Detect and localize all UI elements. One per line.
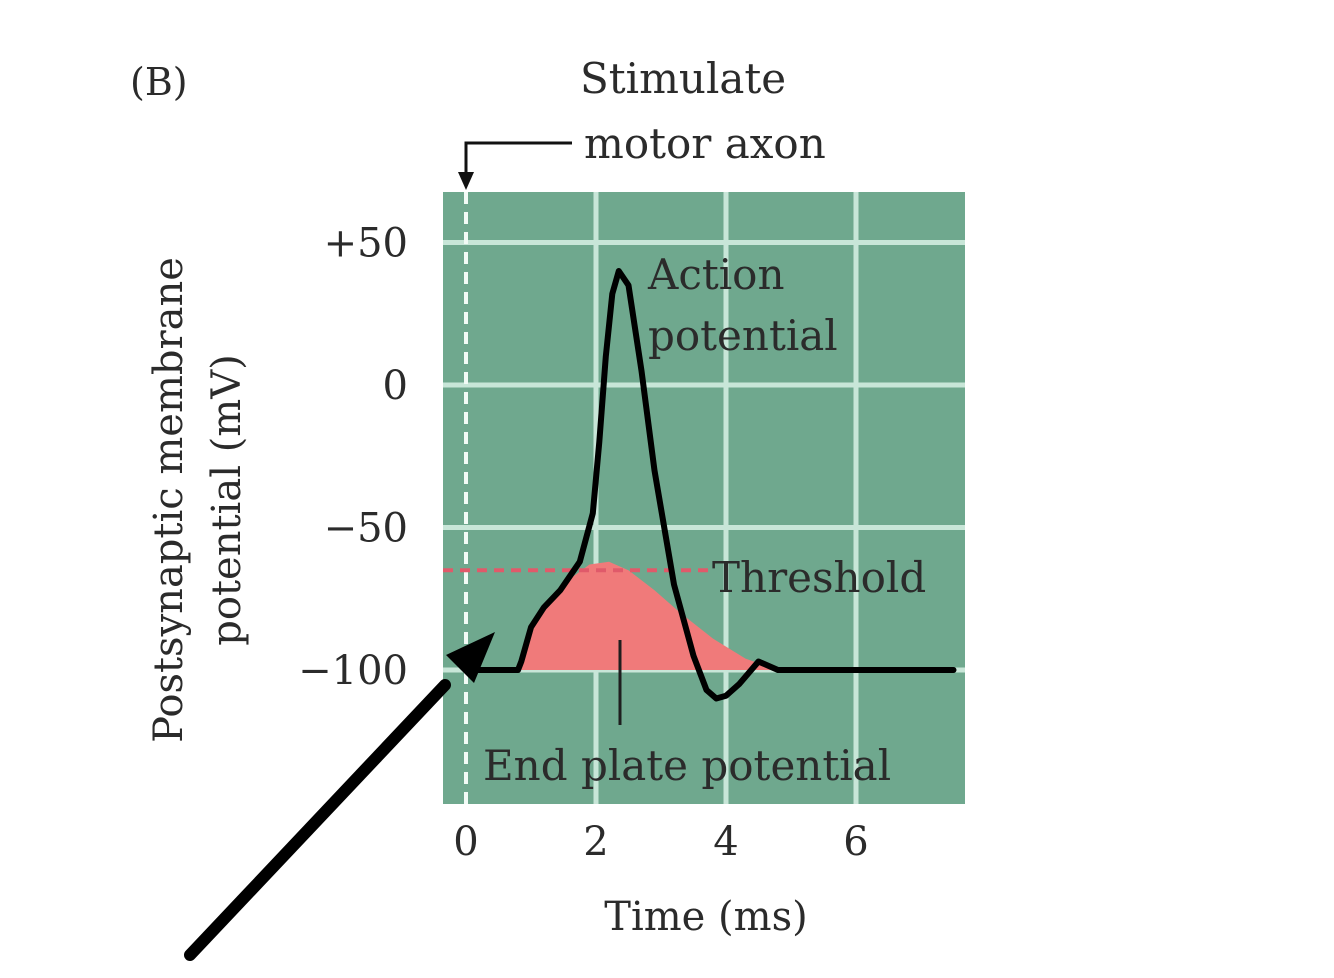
stimulus-label-line2: motor axon: [584, 119, 826, 168]
x-tick-label: 2: [583, 819, 608, 865]
y-axis-title-line2: potential (mV): [204, 354, 250, 645]
end-plate-potential-label: End plate potential: [483, 741, 891, 790]
pointer-arrow-shaft: [184, 679, 451, 961]
x-axis-title: Time (ms): [604, 894, 807, 940]
end-plate-potential-fill: [521, 561, 778, 670]
stimulus-arrowhead-icon: [458, 172, 474, 190]
stimulus-annotation: Stimulate motor axon: [458, 54, 826, 190]
threshold-label: Threshold: [712, 553, 926, 602]
action-potential-trace: [463, 268, 957, 702]
y-tick-label: 0: [383, 363, 408, 409]
tick-labels: +50 0 −50 −100 0 2 4 6: [298, 221, 869, 866]
action-potential-line: [463, 268, 957, 702]
stimulus-label-line1: Stimulate: [580, 54, 786, 103]
x-tick-label: 6: [843, 819, 868, 865]
pointer-arrowhead-icon: [446, 632, 495, 683]
y-axis-title: Postsynaptic membrane potential (mV): [146, 257, 250, 743]
y-axis-title-line1: Postsynaptic membrane: [146, 257, 192, 743]
y-tick-label: +50: [324, 221, 408, 267]
action-potential-label-line2: potential: [648, 311, 838, 360]
y-tick-label: −50: [324, 506, 408, 552]
action-potential-label-line1: Action: [647, 250, 785, 299]
y-tick-label: −100: [298, 648, 408, 694]
plot-area: [443, 192, 965, 804]
stimulus-leader-line: [464, 141, 572, 175]
pointer-arrow: [184, 632, 495, 961]
x-tick-label: 4: [713, 819, 738, 865]
x-tick-label: 0: [453, 819, 478, 865]
panel-label: (B): [130, 60, 188, 104]
end-plate-potential-area: [521, 561, 778, 670]
